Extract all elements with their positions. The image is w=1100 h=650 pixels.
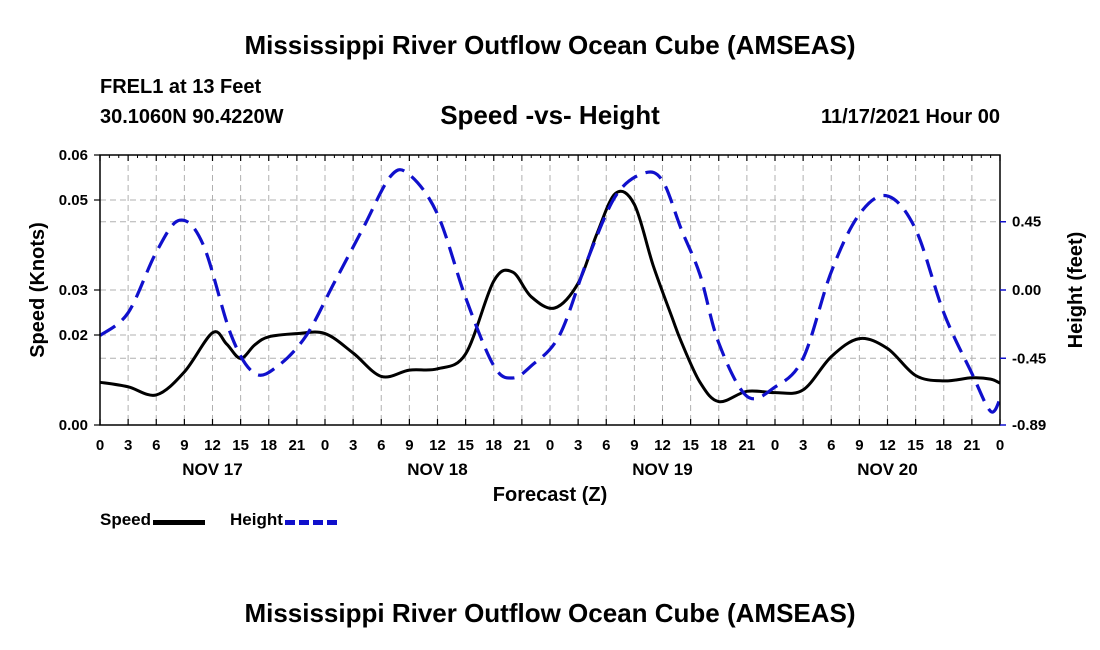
series-line-height [98,168,1002,414]
x-tick-label: 3 [799,437,807,454]
y2-tick-label: 0.00 [1012,282,1041,299]
x-tick-label: 18 [485,437,502,454]
y2-tick-label: 0.45 [1012,214,1041,231]
x-tick-label: 21 [514,437,531,454]
x-tick-label: 21 [739,437,756,454]
coordinates-label: 30.1060N 90.4220W [100,106,284,128]
grid-layer [100,155,1000,425]
x-tick-label: 9 [180,437,188,454]
y-tick-label: 0.05 [59,192,88,209]
y-tick-label: 0.00 [59,417,88,434]
x-tick-label: 12 [204,437,221,454]
y2-tick-label: -0.89 [1012,417,1046,434]
x-tick-label: 3 [574,437,582,454]
day-label: NOV 19 [632,460,692,479]
x-tick-label: 21 [289,437,306,454]
x-tick-label: 15 [232,437,249,454]
day-label: NOV 17 [182,460,242,479]
legend-height: Height [230,510,337,530]
x-tick-label: 0 [546,437,554,454]
x-tick-label: 12 [879,437,896,454]
legend-speed-swatch [153,519,206,525]
y-tick-label: 0.06 [59,147,88,164]
x-tick-label: 15 [682,437,699,454]
y-axis-label: Speed (Knots) [27,222,49,358]
y2-tick-label: -0.45 [1012,350,1046,367]
x-tick-label: 0 [321,437,329,454]
x-tick-label: 9 [405,437,413,454]
x-tick-label: 18 [710,437,727,454]
x-tick-label: 0 [771,437,779,454]
x-tick-label: 15 [907,437,924,454]
x-tick-label: 9 [855,437,863,454]
series-line-speed [99,189,1001,404]
legend-height-label: Height [230,510,283,529]
x-tick-label: 3 [124,437,132,454]
plot-subtitle: Speed -vs- Height [440,100,660,130]
y2-axis-label: Height (feet) [1065,232,1087,349]
x-tick-label: 15 [457,437,474,454]
legend-speed: Speed [100,510,206,530]
x-axis-label: Forecast (Z) [493,484,607,506]
day-label: NOV 20 [857,460,917,479]
legend-height-swatch [284,519,337,525]
day-label: NOV 18 [407,460,467,479]
chart-title-repeat: Mississippi River Outflow Ocean Cube (AM… [244,598,856,628]
series-layer [98,168,1002,414]
x-tick-label: 6 [827,437,835,454]
x-tick-label: 12 [429,437,446,454]
x-tick-label: 9 [630,437,638,454]
y-tick-label: 0.02 [59,327,88,344]
station-label: FREL1 at 13 Feet [100,76,262,98]
x-tick-label: 18 [935,437,952,454]
x-tick-label: 6 [602,437,610,454]
forecast-date-label: 11/17/2021 Hour 00 [820,106,1000,128]
x-tick-label: 18 [260,437,277,454]
x-tick-label: 21 [964,437,981,454]
y-tick-label: 0.03 [59,282,88,299]
x-tick-label: 12 [654,437,671,454]
x-tick-label: 0 [96,437,104,454]
legend-speed-label: Speed [100,510,152,529]
x-tick-label: 6 [152,437,160,454]
axis-layer: 0 3 6 9 12 15 18 21 0 3 6 9 12 15 18 21 0 3 6 9 12 15 18 21 0 3 6 9… [59,147,1046,479]
chart-title: Mississippi River Outflow Ocean Cube (AM… [244,30,856,60]
x-tick-label: 0 [996,437,1004,454]
x-tick-label: 3 [349,437,357,454]
x-tick-label: 6 [377,437,385,454]
